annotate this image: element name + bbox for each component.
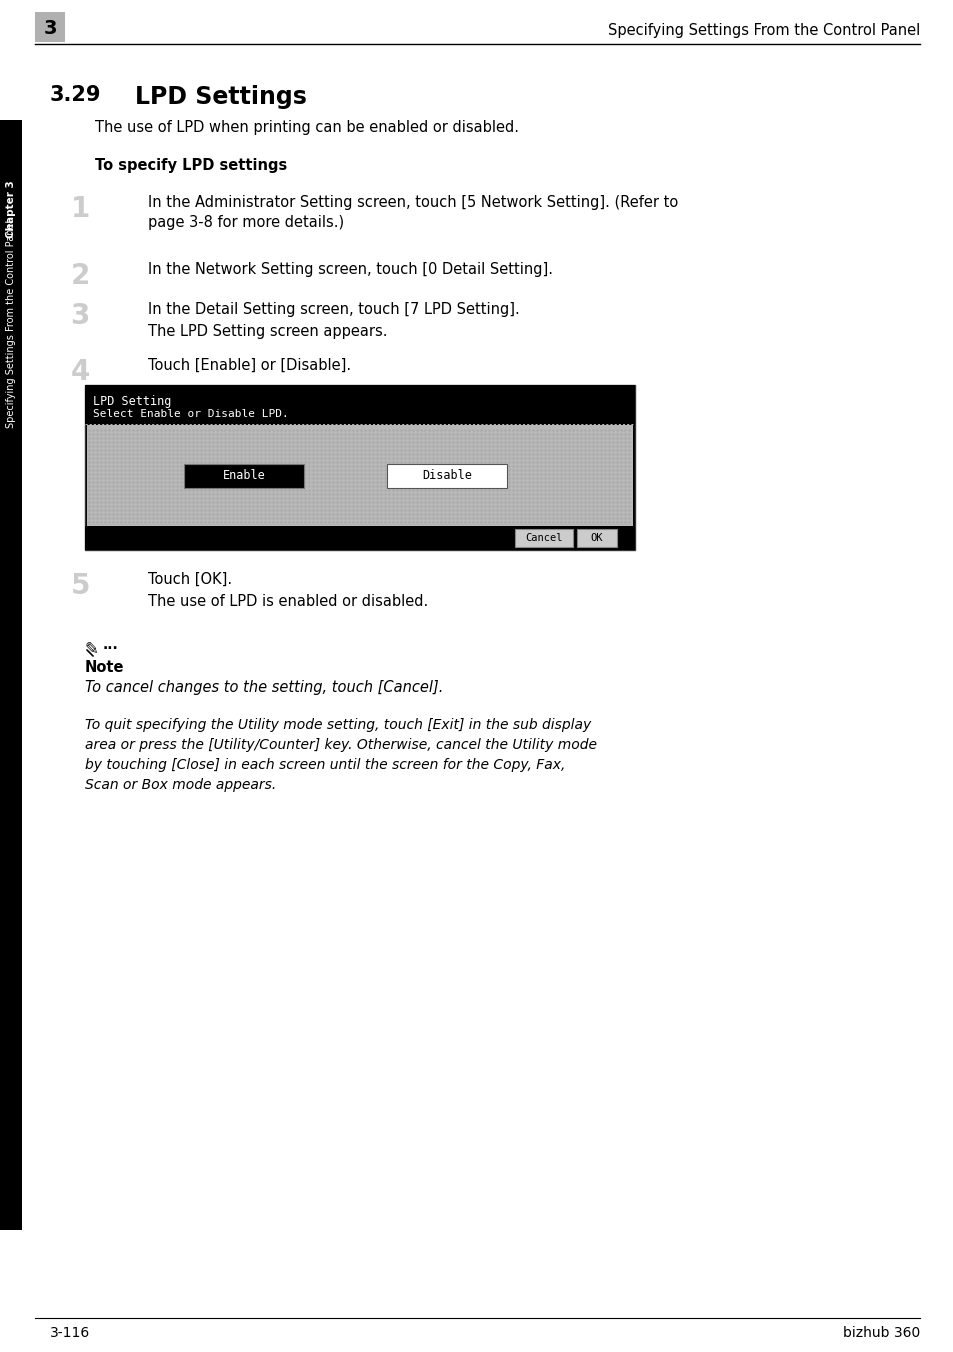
Text: In the Network Setting screen, touch [0 Detail Setting].: In the Network Setting screen, touch [0 … [148,262,553,277]
Text: The LPD Setting screen appears.: The LPD Setting screen appears. [148,324,387,339]
Text: Enable: Enable [222,469,265,483]
Text: 4: 4 [71,358,90,387]
Text: bizhub 360: bizhub 360 [841,1326,919,1340]
Bar [387,464,507,488]
Text: OK: OK [590,533,602,544]
Text: Note: Note [85,660,125,675]
Bar [85,385,635,425]
Bar [35,12,65,42]
Text: Select Enable or Disable LPD.: Select Enable or Disable LPD. [92,410,289,419]
Bar [0,120,22,1230]
FancyArrowPatch shape [87,650,93,656]
Text: Touch [OK].: Touch [OK]. [148,572,232,587]
Text: 3: 3 [71,301,90,330]
Text: 3-116: 3-116 [50,1326,91,1340]
Bar [85,526,635,550]
Text: ✎: ✎ [85,639,99,658]
Text: LPD Setting: LPD Setting [92,395,172,408]
Text: Disable: Disable [422,469,472,483]
Text: Chapter 3: Chapter 3 [6,180,16,238]
Text: In the Detail Setting screen, touch [7 LPD Setting].: In the Detail Setting screen, touch [7 L… [148,301,519,316]
Text: 5: 5 [71,572,90,600]
Text: Cancel: Cancel [525,533,562,544]
Bar [87,425,633,526]
Text: To specify LPD settings: To specify LPD settings [95,158,287,173]
Bar [184,464,304,488]
Text: 1: 1 [71,195,90,223]
Bar [85,385,635,550]
Text: Specifying Settings From the Control Panel: Specifying Settings From the Control Pan… [6,220,16,429]
Text: Specifying Settings From the Control Panel: Specifying Settings From the Control Pan… [607,23,919,38]
Text: In the Administrator Setting screen, touch [5 Network Setting]. (Refer to
page 3: In the Administrator Setting screen, tou… [148,195,678,230]
Text: 3.29: 3.29 [50,85,101,105]
Text: Touch [Enable] or [Disable].: Touch [Enable] or [Disable]. [148,358,351,373]
Text: The use of LPD when printing can be enabled or disabled.: The use of LPD when printing can be enab… [95,120,518,135]
Text: LPD Settings: LPD Settings [135,85,307,110]
Text: 3: 3 [43,19,56,38]
Bar [515,529,573,548]
Text: 2: 2 [71,262,90,289]
Text: ...: ... [103,638,118,652]
Text: To quit specifying the Utility mode setting, touch [Exit] in the sub display
are: To quit specifying the Utility mode sett… [85,718,597,792]
Text: The use of LPD is enabled or disabled.: The use of LPD is enabled or disabled. [148,594,428,608]
Bar [577,529,617,548]
Text: To cancel changes to the setting, touch [Cancel].: To cancel changes to the setting, touch … [85,680,443,695]
